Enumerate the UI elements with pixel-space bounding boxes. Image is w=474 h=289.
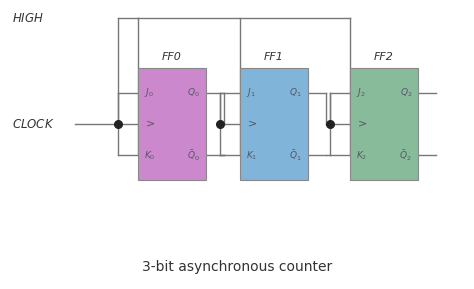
Text: $K_1$: $K_1$ [246, 149, 257, 162]
Text: $J_1$: $J_1$ [246, 86, 255, 99]
Text: $\bar{Q}_2$: $\bar{Q}_2$ [400, 148, 412, 162]
Text: $Q_2$: $Q_2$ [400, 86, 412, 99]
Text: $>$: $>$ [245, 119, 257, 129]
Text: $K_2$: $K_2$ [356, 149, 367, 162]
Text: $J_0$: $J_0$ [144, 86, 154, 99]
Text: $\bar{Q}_1$: $\bar{Q}_1$ [289, 148, 302, 162]
Text: $CLOCK$: $CLOCK$ [12, 118, 55, 131]
Text: $\bar{Q}_0$: $\bar{Q}_0$ [187, 148, 200, 162]
Text: $Q_1$: $Q_1$ [290, 86, 302, 99]
Text: FF0: FF0 [162, 52, 182, 62]
Text: FF1: FF1 [264, 52, 284, 62]
Text: 3-bit asynchronous counter: 3-bit asynchronous counter [142, 260, 332, 274]
Text: $K_0$: $K_0$ [144, 149, 155, 162]
Text: $>$: $>$ [355, 119, 367, 129]
Text: $Q_0$: $Q_0$ [187, 86, 200, 99]
Text: FF2: FF2 [374, 52, 394, 62]
Text: $HIGH$: $HIGH$ [12, 12, 44, 25]
Bar [350, 68, 418, 180]
Text: $J_2$: $J_2$ [356, 86, 365, 99]
Text: $>$: $>$ [143, 119, 155, 129]
Bar [240, 68, 308, 180]
Bar [138, 68, 206, 180]
